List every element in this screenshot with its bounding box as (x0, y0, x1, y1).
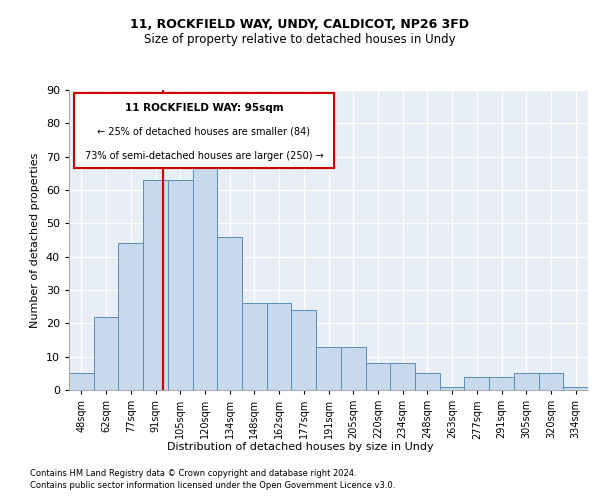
Y-axis label: Number of detached properties: Number of detached properties (30, 152, 40, 328)
Bar (242, 304, 267, 390)
Bar (440, 386, 464, 390)
Text: ← 25% of detached houses are smaller (84): ← 25% of detached houses are smaller (84… (97, 127, 310, 137)
Bar (365, 364, 390, 390)
Text: 73% of semi-detached houses are larger (250) →: 73% of semi-detached houses are larger (… (85, 151, 323, 161)
Bar (69, 374, 94, 390)
Bar (168, 180, 193, 390)
Bar (94, 316, 118, 390)
Bar (143, 180, 168, 390)
FancyBboxPatch shape (74, 93, 334, 168)
Text: Size of property relative to detached houses in Undy: Size of property relative to detached ho… (144, 32, 456, 46)
Text: 11 ROCKFIELD WAY: 95sqm: 11 ROCKFIELD WAY: 95sqm (125, 103, 283, 113)
Bar (292, 310, 316, 390)
Text: Contains HM Land Registry data © Crown copyright and database right 2024.: Contains HM Land Registry data © Crown c… (30, 468, 356, 477)
Text: Contains public sector information licensed under the Open Government Licence v3: Contains public sector information licen… (30, 481, 395, 490)
Bar (464, 376, 489, 390)
Bar (390, 364, 415, 390)
Bar (118, 244, 143, 390)
Text: 11, ROCKFIELD WAY, UNDY, CALDICOT, NP26 3FD: 11, ROCKFIELD WAY, UNDY, CALDICOT, NP26 … (131, 18, 470, 30)
Bar (489, 376, 514, 390)
Bar (539, 374, 563, 390)
Bar (514, 374, 539, 390)
Bar (316, 346, 341, 390)
Bar (341, 346, 365, 390)
Bar (415, 374, 440, 390)
Bar (217, 236, 242, 390)
Bar (267, 304, 292, 390)
Bar (193, 146, 217, 390)
Bar (563, 386, 588, 390)
Text: Distribution of detached houses by size in Undy: Distribution of detached houses by size … (167, 442, 433, 452)
